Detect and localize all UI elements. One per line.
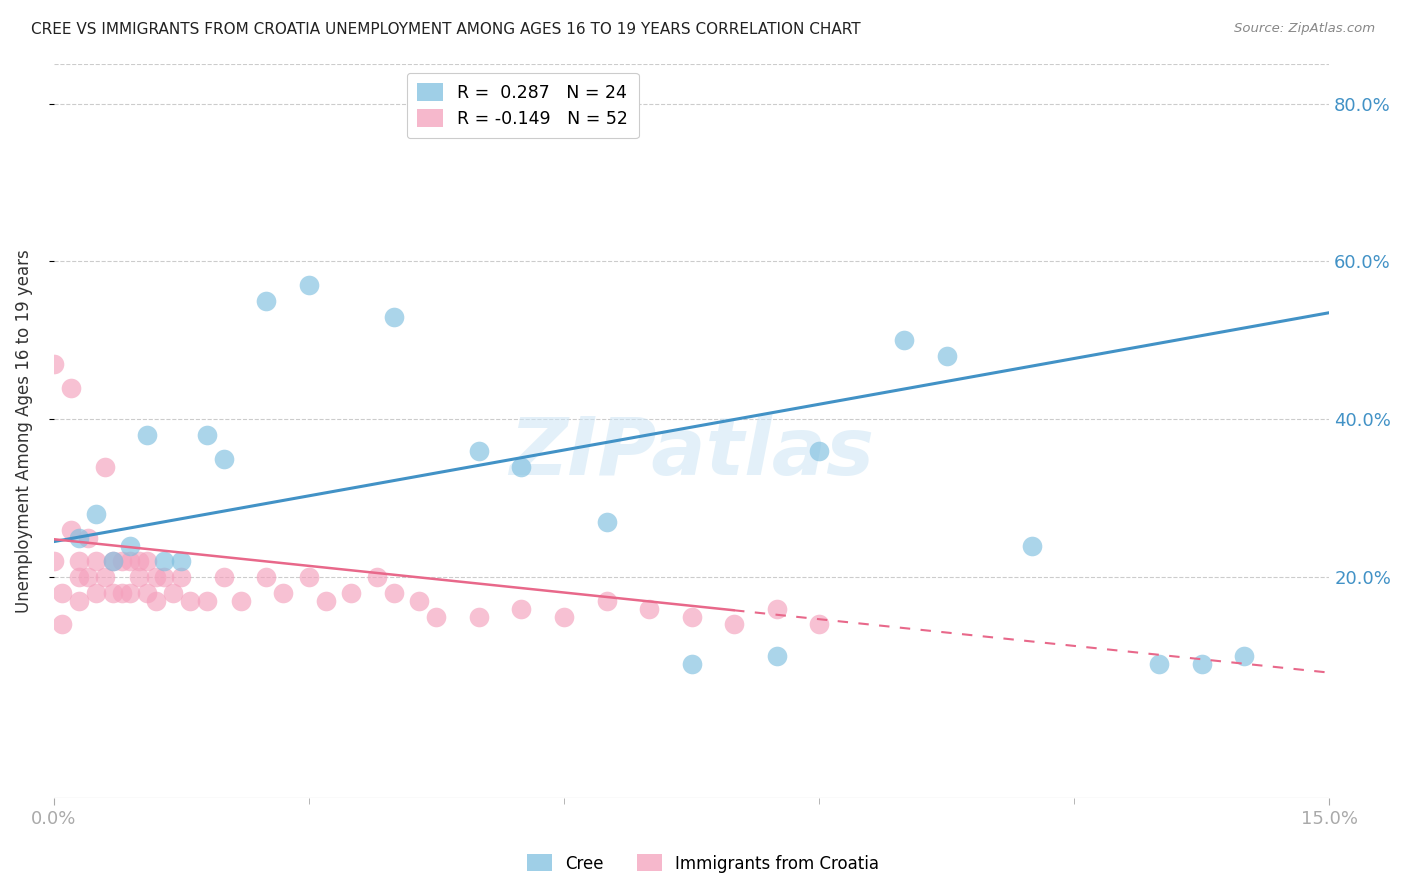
Point	[145, 594, 167, 608]
Point	[51, 617, 73, 632]
Point	[510, 459, 533, 474]
Point	[893, 334, 915, 348]
Point	[808, 617, 831, 632]
Legend: Cree, Immigrants from Croatia: Cree, Immigrants from Croatia	[520, 847, 886, 880]
Point	[425, 609, 447, 624]
Point	[86, 554, 108, 568]
Point	[808, 443, 831, 458]
Point	[170, 570, 193, 584]
Point	[382, 310, 405, 324]
Point	[103, 554, 125, 568]
Point	[595, 594, 617, 608]
Point	[229, 594, 252, 608]
Point	[136, 428, 159, 442]
Point	[195, 428, 218, 442]
Point	[76, 531, 98, 545]
Point	[1021, 539, 1043, 553]
Legend: R =  0.287   N = 24, R = -0.149   N = 52: R = 0.287 N = 24, R = -0.149 N = 52	[406, 73, 638, 138]
Point	[120, 539, 142, 553]
Point	[1191, 657, 1213, 671]
Point	[67, 554, 90, 568]
Point	[195, 594, 218, 608]
Y-axis label: Unemployment Among Ages 16 to 19 years: Unemployment Among Ages 16 to 19 years	[15, 249, 32, 613]
Point	[120, 586, 142, 600]
Point	[340, 586, 363, 600]
Point	[128, 570, 150, 584]
Text: ZIPatlas: ZIPatlas	[509, 414, 875, 492]
Point	[59, 381, 82, 395]
Point	[136, 586, 159, 600]
Point	[366, 570, 388, 584]
Text: CREE VS IMMIGRANTS FROM CROATIA UNEMPLOYMENT AMONG AGES 16 TO 19 YEARS CORRELATI: CREE VS IMMIGRANTS FROM CROATIA UNEMPLOY…	[31, 22, 860, 37]
Point	[408, 594, 430, 608]
Point	[103, 586, 125, 600]
Point	[510, 601, 533, 615]
Point	[145, 570, 167, 584]
Point	[254, 293, 277, 308]
Point	[67, 531, 90, 545]
Point	[681, 657, 703, 671]
Point	[595, 515, 617, 529]
Point	[153, 554, 176, 568]
Point	[94, 459, 117, 474]
Point	[51, 586, 73, 600]
Point	[111, 586, 134, 600]
Point	[273, 586, 295, 600]
Point	[94, 570, 117, 584]
Point	[935, 349, 957, 363]
Point	[382, 586, 405, 600]
Point	[162, 586, 184, 600]
Point	[765, 601, 787, 615]
Point	[170, 554, 193, 568]
Point	[179, 594, 201, 608]
Point	[67, 570, 90, 584]
Point	[553, 609, 575, 624]
Point	[103, 554, 125, 568]
Point	[86, 586, 108, 600]
Point	[76, 570, 98, 584]
Point	[254, 570, 277, 584]
Text: Source: ZipAtlas.com: Source: ZipAtlas.com	[1234, 22, 1375, 36]
Point	[42, 554, 65, 568]
Point	[153, 570, 176, 584]
Point	[42, 357, 65, 371]
Point	[298, 278, 321, 293]
Point	[212, 451, 235, 466]
Point	[86, 507, 108, 521]
Point	[681, 609, 703, 624]
Point	[59, 523, 82, 537]
Point	[212, 570, 235, 584]
Point	[1147, 657, 1170, 671]
Point	[315, 594, 337, 608]
Point	[67, 594, 90, 608]
Point	[638, 601, 661, 615]
Point	[765, 648, 787, 663]
Point	[468, 443, 491, 458]
Point	[1233, 648, 1256, 663]
Point	[120, 554, 142, 568]
Point	[298, 570, 321, 584]
Point	[723, 617, 745, 632]
Point	[136, 554, 159, 568]
Point	[128, 554, 150, 568]
Point	[468, 609, 491, 624]
Point	[111, 554, 134, 568]
